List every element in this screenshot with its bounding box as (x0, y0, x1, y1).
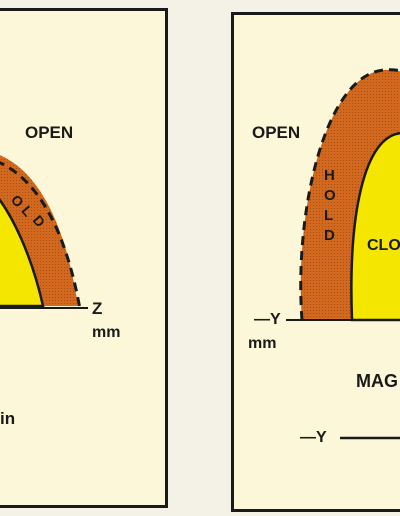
neg-y-label: —Y (254, 311, 281, 328)
hold-letter-l-right: L (324, 207, 334, 224)
right-diagram-svg (286, 68, 400, 440)
closed-region-left (0, 198, 45, 308)
closed-label-right: CLO (367, 237, 400, 254)
hold-letter-d-right: D (324, 227, 335, 244)
closed-region-right (350, 132, 400, 322)
hold-letter-h-right: H (324, 167, 335, 184)
axis-neg-y-label: —Y (300, 429, 327, 446)
left-diagram-panel: OPEN O L D Z mm in (0, 8, 168, 508)
open-label-left: OPEN (25, 123, 74, 142)
right-diagram-panel: OPEN H O L D CLO —Y mm MAG —Y (231, 12, 400, 512)
hold-letter-o-right: O (324, 187, 336, 204)
open-label-right: OPEN (252, 123, 301, 142)
neg-y-unit-label: mm (248, 335, 277, 352)
z-unit-label: mm (92, 324, 121, 341)
left-diagram-svg (0, 155, 88, 310)
bottom-label-left: in (0, 409, 16, 428)
z-axis-label: Z (92, 299, 103, 318)
mag-label: MAG (356, 371, 398, 391)
